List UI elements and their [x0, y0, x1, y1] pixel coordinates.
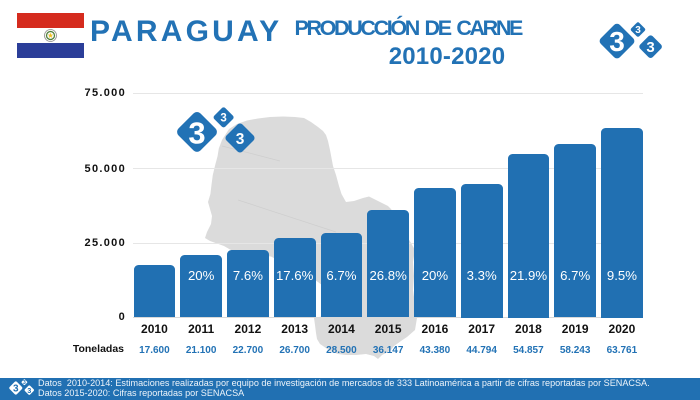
svg-text:3: 3: [23, 380, 26, 386]
svg-text:3: 3: [220, 113, 226, 125]
svg-text:3: 3: [188, 116, 205, 151]
svg-text:3: 3: [635, 25, 641, 36]
svg-text:3: 3: [13, 384, 19, 395]
svg-text:3: 3: [27, 388, 31, 395]
svg-text:3: 3: [646, 39, 654, 56]
svg-text:3: 3: [236, 131, 245, 148]
svg-text:3: 3: [609, 26, 625, 57]
